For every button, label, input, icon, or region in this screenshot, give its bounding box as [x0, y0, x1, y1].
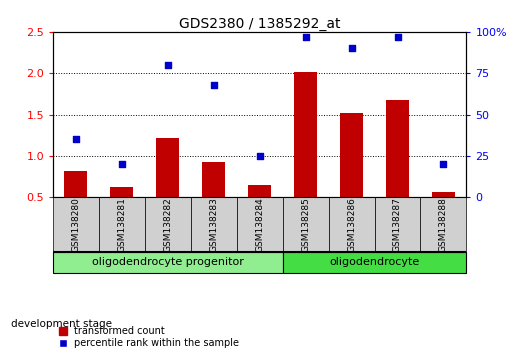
Text: GSM138288: GSM138288: [439, 197, 448, 252]
Point: [118, 161, 126, 167]
Point: [302, 34, 310, 40]
Bar: [329, 198, 375, 251]
Text: GSM138282: GSM138282: [163, 197, 172, 252]
Bar: [432, 192, 455, 239]
Bar: [386, 100, 409, 239]
Text: oligodendrocyte: oligodendrocyte: [330, 257, 420, 267]
Bar: [156, 138, 179, 239]
Text: oligodendrocyte progenitor: oligodendrocyte progenitor: [92, 257, 244, 267]
Bar: [53, 198, 99, 251]
Bar: [375, 198, 420, 251]
Bar: [99, 198, 145, 251]
Bar: [420, 198, 466, 251]
Point: [347, 46, 356, 51]
Legend: transformed count, percentile rank within the sample: transformed count, percentile rank withi…: [58, 325, 241, 349]
Text: GSM138280: GSM138280: [72, 197, 81, 252]
Bar: [145, 198, 191, 251]
Text: GSM138283: GSM138283: [209, 197, 218, 252]
Bar: [248, 185, 271, 239]
Title: GDS2380 / 1385292_at: GDS2380 / 1385292_at: [179, 17, 340, 31]
Bar: [340, 113, 363, 239]
Point: [209, 82, 218, 88]
Bar: [237, 198, 282, 251]
Text: GSM138281: GSM138281: [118, 197, 126, 252]
Bar: [53, 251, 282, 273]
Point: [255, 153, 264, 159]
Text: development stage: development stage: [11, 319, 112, 329]
Point: [393, 34, 402, 40]
Text: GSM138286: GSM138286: [347, 197, 356, 252]
Text: GSM138284: GSM138284: [255, 197, 264, 252]
Bar: [202, 162, 225, 239]
Point: [164, 62, 172, 68]
Bar: [294, 72, 317, 239]
Bar: [282, 251, 466, 273]
Text: GSM138285: GSM138285: [301, 197, 310, 252]
Bar: [110, 187, 134, 239]
Bar: [191, 198, 237, 251]
Bar: [65, 171, 87, 239]
Bar: [282, 198, 329, 251]
Point: [439, 161, 448, 167]
Point: [72, 137, 80, 142]
Text: GSM138287: GSM138287: [393, 197, 402, 252]
